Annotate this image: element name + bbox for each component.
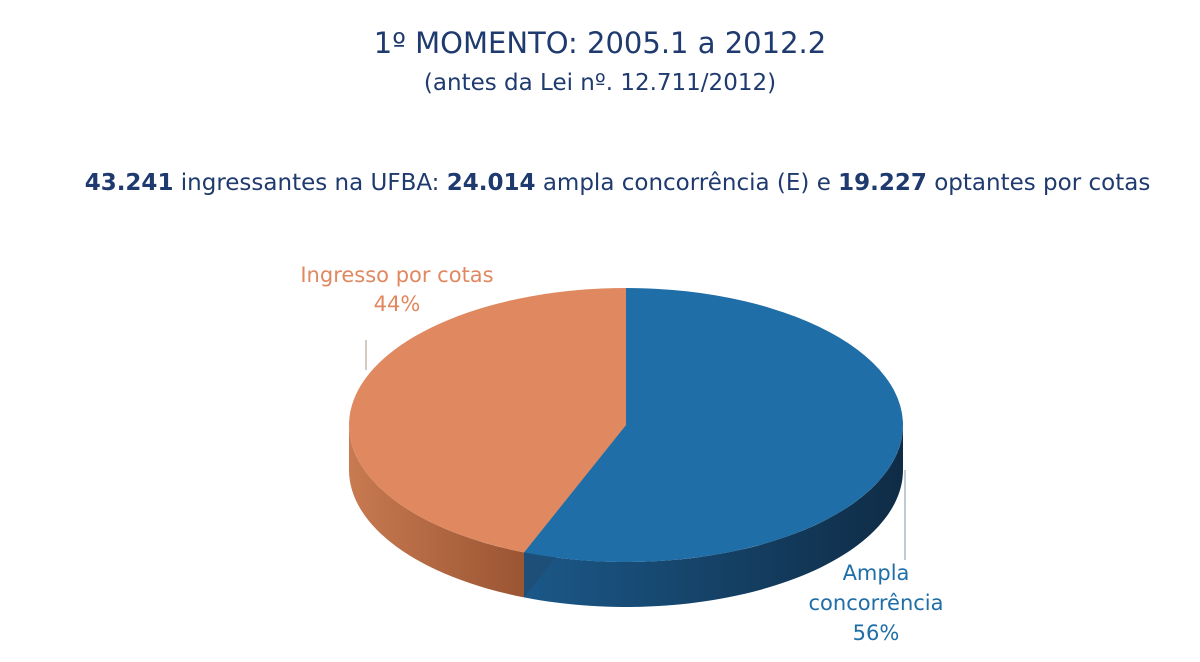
chart-title: 1º MOMENTO: 2005.1 a 2012.2: [373, 26, 827, 60]
data-label: concorrência: [808, 591, 943, 615]
summary-text-3: optantes por cotas: [926, 170, 1151, 196]
chart-subtitle: (antes da Lei nº. 12.711/2012): [423, 70, 777, 96]
summary-ampla: 24.014: [446, 170, 536, 196]
summary-line: 43.241 ingressantes na UFBA: 24.014 ampl…: [0, 170, 1200, 196]
summary-text-2: ampla concorrência (E) e: [535, 170, 839, 196]
pie-slice-side: [349, 425, 525, 598]
summary-cotas: 19.227: [838, 170, 927, 196]
summary-total: 43.241: [84, 170, 174, 196]
data-label: Ampla: [843, 561, 910, 585]
pie-slice: [348, 288, 626, 553]
data-label: Ingresso por cotas: [300, 263, 493, 287]
data-label: 44%: [374, 292, 421, 316]
summary-text-1: ingressantes na UFBA:: [173, 170, 447, 196]
pie-slice-side: [524, 425, 903, 607]
data-label: 56%: [853, 621, 900, 645]
pie-slice: [524, 288, 904, 562]
